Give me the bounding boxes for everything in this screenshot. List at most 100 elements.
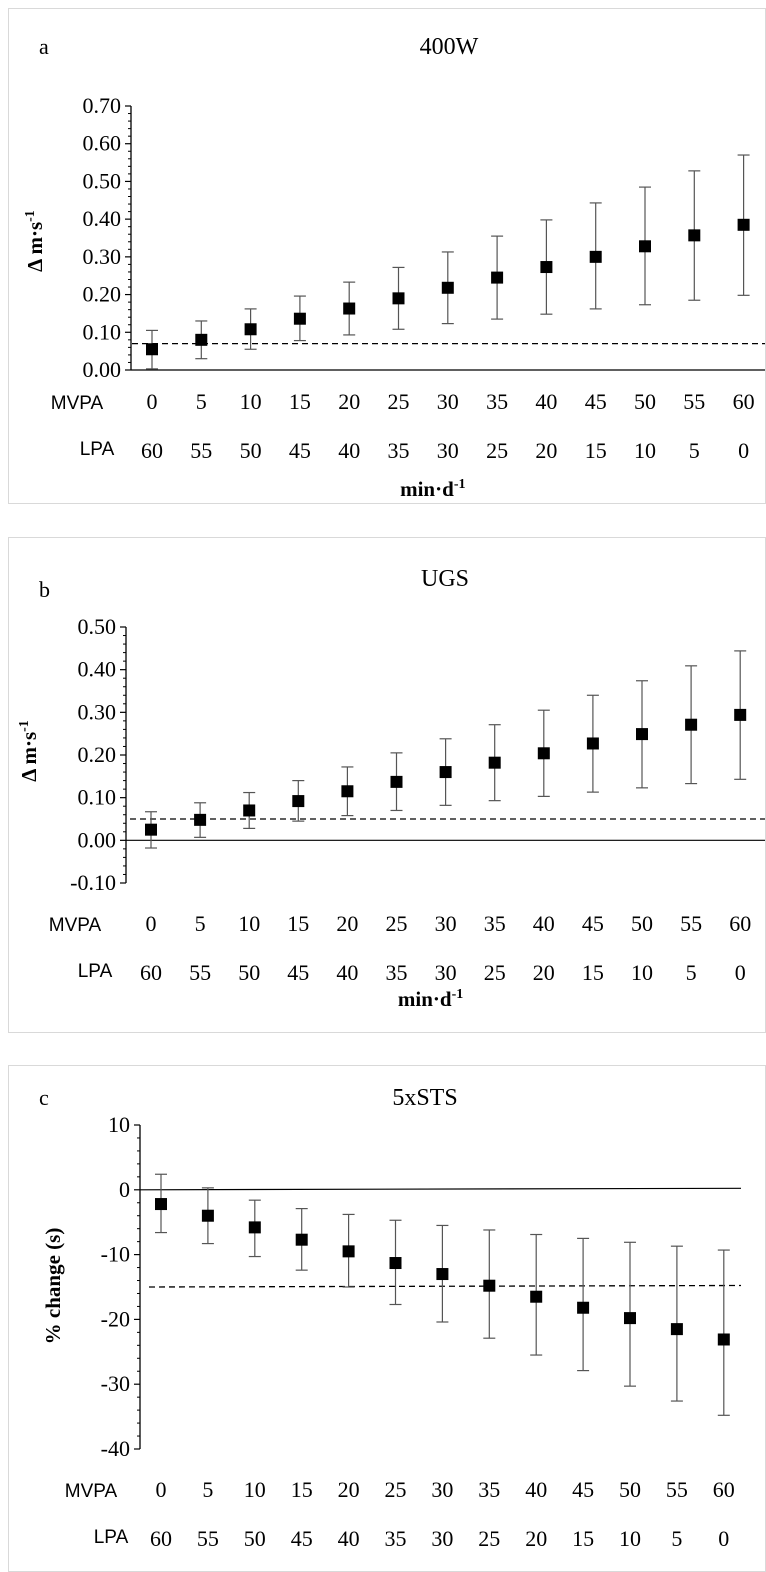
panel-b: b UGS -0.10 0.00 0.10 0.20 0.30 0.40 0.50 Δ m·s-1… xyxy=(8,537,766,1033)
x-tick-mvpa: 25 xyxy=(386,911,408,936)
x-tick-lpa: 35 xyxy=(385,1526,407,1551)
data-point-group xyxy=(636,680,648,789)
x-tick-lpa: 30 xyxy=(437,438,459,463)
data-point-group xyxy=(530,1233,543,1356)
x-tick-mvpa: 5 xyxy=(195,911,206,936)
data-point-group xyxy=(244,308,257,350)
data-point-group xyxy=(439,738,452,806)
x-tick-lpa: 30 xyxy=(435,960,457,985)
x-tick-mvpa: 60 xyxy=(729,911,751,936)
data-point xyxy=(201,1209,214,1222)
data-point-group xyxy=(341,766,354,817)
x-tick-mvpa: 60 xyxy=(713,1477,735,1502)
y-tick-label: 0.50 xyxy=(78,614,117,639)
x-tick-mvpa: 10 xyxy=(238,911,260,936)
data-point xyxy=(248,1221,261,1234)
data-point-group xyxy=(194,802,207,838)
data-point-group xyxy=(343,281,356,336)
x-tick-lpa: 60 xyxy=(150,1526,172,1551)
y-tick-label: 0.10 xyxy=(78,785,117,810)
x-tick-mvpa: 10 xyxy=(240,389,262,414)
data-point xyxy=(341,785,354,798)
data-point-group xyxy=(201,1187,214,1245)
data-point-group xyxy=(488,724,501,802)
x-tick-mvpa: 30 xyxy=(435,911,457,936)
x-tick-mvpa: 20 xyxy=(336,911,358,936)
zero-line xyxy=(139,1187,742,1191)
y-axis-label: % change (s) xyxy=(41,1228,65,1345)
x-tick-mvpa: 50 xyxy=(634,389,656,414)
panel-label: c xyxy=(39,1085,49,1110)
x-tick-mvpa: 35 xyxy=(484,911,506,936)
x-tick-mvpa: 50 xyxy=(619,1477,641,1502)
y-tick-label: 0.10 xyxy=(83,319,122,344)
data-point xyxy=(540,261,553,274)
chart-title: 5xSTS xyxy=(392,1085,457,1111)
data-point-group xyxy=(295,1207,308,1271)
row-label-lpa: LPA xyxy=(80,439,115,460)
x-tick-mvpa: 40 xyxy=(533,911,555,936)
y-axis-label-text: Δ m·s xyxy=(23,222,47,272)
data-point-group xyxy=(589,202,602,310)
data-point xyxy=(293,312,306,325)
data-point-group xyxy=(292,780,305,822)
data-point xyxy=(670,1323,683,1336)
x-tick-mvpa: 50 xyxy=(631,911,653,936)
x-axis-label-text: min·d xyxy=(398,987,452,1011)
x-tick-mvpa: 55 xyxy=(683,389,705,414)
x-tick-lpa: 55 xyxy=(190,438,212,463)
data-point-group xyxy=(670,1245,683,1402)
data-point xyxy=(292,795,305,808)
data-point xyxy=(586,737,599,750)
x-tick-mvpa: 25 xyxy=(385,1477,407,1502)
x-tick-lpa: 5 xyxy=(689,438,700,463)
x-tick-lpa: 5 xyxy=(686,960,697,985)
y-tick-label: 0.30 xyxy=(83,244,122,269)
data-point xyxy=(295,1233,308,1246)
x-tick-lpa: 10 xyxy=(634,438,656,463)
x-tick-mvpa: 5 xyxy=(202,1477,213,1502)
x-tick-mvpa: 15 xyxy=(289,389,311,414)
x-tick-lpa: 45 xyxy=(291,1526,313,1551)
data-point xyxy=(195,333,208,346)
data-point-group xyxy=(145,811,157,849)
y-tick-label: -40 xyxy=(101,1436,130,1461)
x-tick-lpa: 45 xyxy=(289,438,311,463)
y-tick-label: 0.20 xyxy=(83,282,122,307)
y-tick-label: 0.60 xyxy=(83,131,122,156)
y-tick-label: 0 xyxy=(119,1177,130,1202)
x-tick-mvpa: 45 xyxy=(572,1477,594,1502)
data-point xyxy=(483,1279,496,1292)
data-point xyxy=(530,1290,543,1303)
y-tick-label: 0.70 xyxy=(83,93,122,118)
row-label-lpa: LPA xyxy=(94,1527,129,1548)
x-tick-lpa: 0 xyxy=(718,1526,729,1551)
x-tick-mvpa: 20 xyxy=(338,1477,360,1502)
data-point-group xyxy=(390,752,403,812)
data-point-group xyxy=(342,1213,355,1288)
data-point xyxy=(439,766,452,779)
y-tick-label: -10 xyxy=(101,1242,130,1267)
data-point xyxy=(577,1301,590,1314)
x-tick-lpa: 30 xyxy=(431,1526,453,1551)
panel-a: a 400W 0.00 0.10 0.20 0.30 0.40 0.50 0.60 0.70 Δ m… xyxy=(8,8,766,504)
data-point-group xyxy=(717,1249,730,1416)
x-tick-mvpa: 0 xyxy=(156,1477,167,1502)
data-point-group xyxy=(195,320,208,360)
y-tick-label: -0.10 xyxy=(70,870,116,895)
x-tick-lpa: 40 xyxy=(338,438,360,463)
x-tick-mvpa: 20 xyxy=(338,389,360,414)
panel-c: c 5xSTS 10 0 -10 -20 -30 -40 % change (s) MVPA LPA… xyxy=(8,1065,766,1572)
x-tick-lpa: 25 xyxy=(478,1526,500,1551)
data-point xyxy=(436,1268,449,1281)
panel-label: b xyxy=(39,577,50,602)
data-point xyxy=(343,302,356,315)
data-point xyxy=(589,250,602,263)
chart-ugs: b UGS-0.100.000.100.200.300.400.50Δ m·s-1… xyxy=(17,566,765,1011)
data-point-group xyxy=(624,1241,636,1387)
x-tick-lpa: 50 xyxy=(238,960,260,985)
x-tick-mvpa: 40 xyxy=(525,1477,547,1502)
data-point xyxy=(734,708,747,721)
x-tick-mvpa: 15 xyxy=(291,1477,313,1502)
y-tick-label: 0.00 xyxy=(83,357,122,382)
